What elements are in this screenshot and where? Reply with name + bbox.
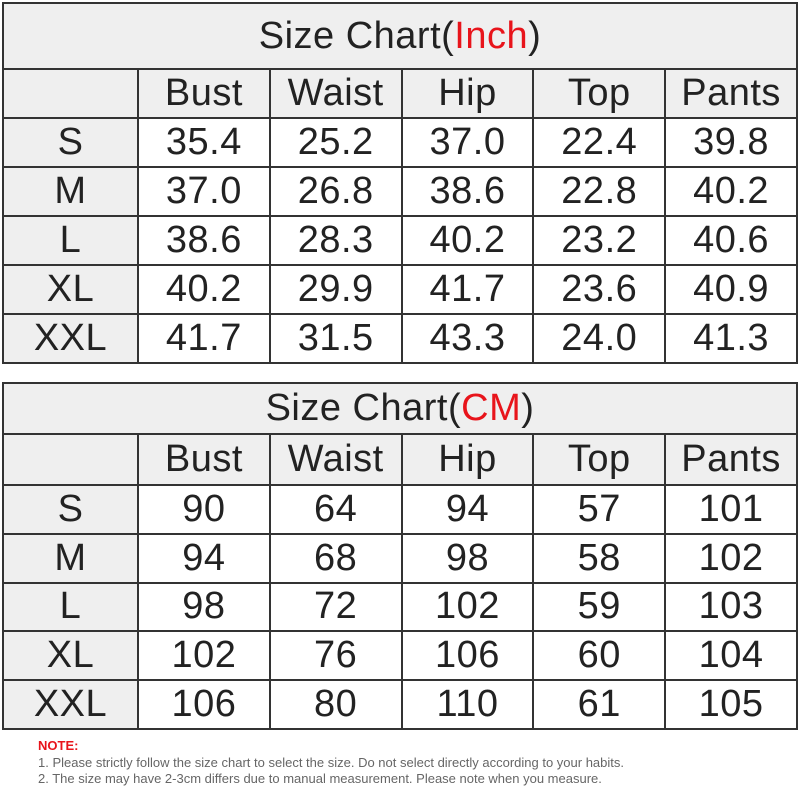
column-header: Top (534, 435, 665, 484)
row-header: XL (4, 266, 137, 313)
table-cell: 40.2 (402, 217, 533, 264)
table-title: Size Chart(CM) (4, 384, 796, 433)
table-cell: 106 (402, 632, 533, 680)
table-cell: 98 (402, 534, 533, 582)
row-header: XXL (4, 681, 137, 728)
title-text: ) (521, 387, 535, 429)
column-header: Bust (139, 70, 269, 117)
table-cell: 39.8 (666, 119, 796, 166)
row-header: M (4, 534, 137, 582)
table-cell: 43.3 (402, 315, 533, 362)
table-cell: 23.2 (534, 217, 665, 264)
column-header: Waist (270, 70, 401, 117)
table-cell: 41.7 (402, 266, 533, 313)
table-cell: 58 (534, 534, 665, 582)
title-unit: Inch (454, 14, 529, 57)
table-cell: 72 (270, 583, 401, 631)
table-cell: 23.6 (534, 266, 665, 313)
table-cell: 76 (270, 632, 401, 680)
column-header: Hip (402, 435, 533, 484)
table-cell: 106 (139, 681, 269, 728)
table-cell: 40.2 (666, 168, 796, 215)
note-heading: NOTE: (38, 738, 79, 753)
table-cell: 41.3 (666, 315, 796, 362)
row-header: S (4, 486, 137, 533)
table-cell: 37.0 (402, 119, 533, 166)
table-cell: 57 (534, 486, 665, 533)
corner-cell (4, 70, 137, 117)
table-cell: 29.9 (270, 266, 401, 313)
table-cell: 104 (666, 632, 796, 680)
table-cell: 37.0 (139, 168, 269, 215)
row-header: S (4, 119, 137, 166)
table-cell: 60 (534, 632, 665, 680)
row-header: L (4, 217, 137, 264)
row-header: XXL (4, 315, 137, 362)
table-cell: 80 (270, 681, 401, 728)
table-cell: 24.0 (534, 315, 665, 362)
note: NOTE: 1. Please strictly follow the size… (38, 738, 624, 788)
table-cell: 41.7 (139, 315, 269, 362)
size-table: Size Chart(Inch) Bust Waist Hip Top Pants S 35.… (2, 2, 798, 364)
title-text: ) (528, 14, 542, 57)
table-cell: 90 (139, 486, 269, 533)
table-cell: 61 (534, 681, 665, 728)
column-header: Top (534, 70, 665, 117)
table-cell: 28.3 (270, 217, 401, 264)
table-cell: 25.2 (270, 119, 401, 166)
table-cell: 40.2 (139, 266, 269, 313)
row-header: L (4, 583, 137, 631)
row-header: M (4, 168, 137, 215)
table-cell: 40.6 (666, 217, 796, 264)
size-table: Size Chart(CM) Bust Waist Hip Top Pants S 90 64 9… (2, 382, 798, 730)
column-header: Pants (666, 70, 796, 117)
row-header: XL (4, 632, 137, 680)
table-cell: 68 (270, 534, 401, 582)
table-cell: 40.9 (666, 266, 796, 313)
table-cell: 38.6 (402, 168, 533, 215)
table-cell: 31.5 (270, 315, 401, 362)
table-cell: 22.8 (534, 168, 665, 215)
column-header: Pants (666, 435, 796, 484)
table-cell: 94 (139, 534, 269, 582)
note-line: 1. Please strictly follow the size chart… (38, 754, 624, 770)
column-header: Waist (270, 435, 401, 484)
table-cell: 98 (139, 583, 269, 631)
table-cell: 94 (402, 486, 533, 533)
table-cell: 102 (139, 632, 269, 680)
note-line: 2. The size may have 2-3cm differs due t… (38, 771, 602, 786)
table-cell: 38.6 (139, 217, 269, 264)
table-cell: 59 (534, 583, 665, 631)
table-cell: 22.4 (534, 119, 665, 166)
column-header: Hip (402, 70, 533, 117)
corner-cell (4, 435, 137, 484)
table-cell: 110 (402, 681, 533, 728)
column-header: Bust (139, 435, 269, 484)
table-cell: 102 (666, 534, 796, 582)
title-unit: CM (461, 387, 522, 429)
table-cell: 101 (666, 486, 796, 533)
table-cell: 103 (666, 583, 796, 631)
table-cell: 64 (270, 486, 401, 533)
table-title: Size Chart(Inch) (4, 4, 796, 68)
table-cell: 26.8 (270, 168, 401, 215)
table-cell: 105 (666, 681, 796, 728)
title-text: Size Chart( (265, 387, 462, 429)
title-text: Size Chart( (258, 14, 455, 57)
table-cell: 35.4 (139, 119, 269, 166)
table-cell: 102 (402, 583, 533, 631)
